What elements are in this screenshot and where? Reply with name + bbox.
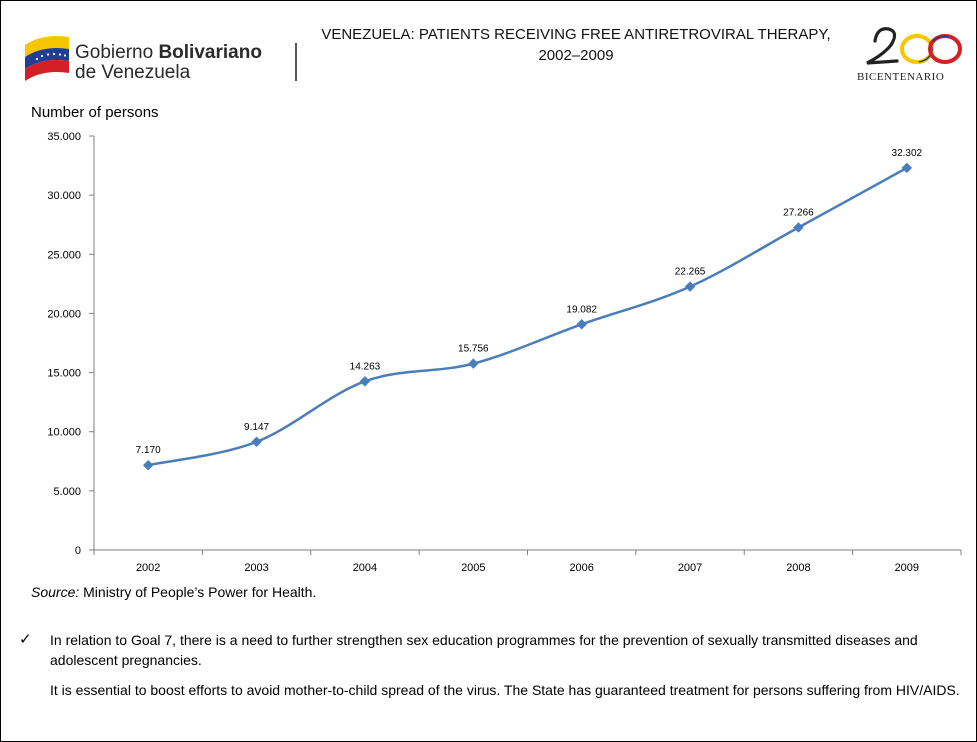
y-tick-label: 20.000 — [47, 308, 81, 320]
data-label: 9.147 — [244, 422, 269, 433]
chart-title-line1: VENEZUELA: PATIENTS RECEIVING FREE ANTIR… — [321, 26, 831, 43]
x-tick-label: 2007 — [678, 562, 702, 574]
y-tick-label: 25.000 — [47, 249, 81, 261]
source-label: Source: — [31, 584, 80, 600]
y-tick-label: 15.000 — [47, 368, 81, 380]
data-point-marker — [467, 358, 479, 369]
gov-logo-line1: Gobierno Bolivariano — [75, 42, 262, 63]
y-tick-label: 5.000 — [53, 486, 81, 498]
data-point-marker — [142, 459, 154, 471]
x-tick-label: 2008 — [786, 562, 810, 574]
logo-divider — [295, 43, 297, 81]
source-note: Source: Ministry of People’s Power for H… — [31, 584, 316, 600]
data-point-marker — [251, 436, 262, 448]
y-tick-label: 0 — [75, 545, 81, 557]
bicentenario-logo: BICENTENARIO — [853, 19, 968, 91]
x-tick-label: 2002 — [136, 562, 160, 574]
gobierno-bolivariano-logo: Gobierno Bolivariano de Venezuela — [23, 29, 313, 83]
checkmark-icon: ✓ — [19, 631, 32, 648]
x-tick-label: 2009 — [895, 562, 919, 574]
data-label: 19.082 — [566, 304, 597, 315]
chart-title: VENEZUELA: PATIENTS RECEIVING FREE ANTIR… — [311, 24, 841, 66]
data-point-marker — [576, 318, 588, 330]
data-label: 27.266 — [783, 207, 814, 218]
venezuela-flag-icon — [25, 36, 69, 81]
data-label: 32.302 — [892, 148, 923, 159]
data-point-marker — [793, 222, 804, 233]
source-text: Ministry of People’s Power for Health. — [79, 584, 317, 600]
data-label: 22.265 — [675, 267, 706, 278]
y-tick-label: 35.000 — [47, 131, 81, 143]
x-tick-label: 2004 — [353, 562, 377, 574]
data-label: 15.756 — [458, 344, 489, 355]
data-point-marker — [359, 375, 371, 387]
y-tick-label: 10.000 — [47, 427, 81, 439]
note-paragraph-2: It is essential to boost efforts to avoi… — [50, 682, 960, 698]
data-point-marker — [684, 281, 696, 292]
x-tick-label: 2005 — [461, 562, 485, 574]
data-label: 7.170 — [136, 445, 161, 456]
data-label: 14.263 — [350, 361, 381, 372]
data-point-marker — [901, 162, 913, 174]
y-axis-label: Number of persons — [31, 104, 159, 121]
note-paragraph-1: In relation to Goal 7, there is a need t… — [50, 632, 918, 668]
bicentenario-text: BICENTENARIO — [857, 71, 945, 83]
y-tick-label: 30.000 — [47, 190, 81, 202]
x-tick-label: 2003 — [244, 562, 268, 574]
series-line — [147, 166, 908, 467]
x-tick-label: 2006 — [569, 562, 593, 574]
notes: ✓ In relation to Goal 7, there is a need… — [19, 630, 964, 700]
line-chart: 0 5.000 10.000 15.000 20.000 25.000 30.000 35.0… — [47, 131, 962, 574]
gov-logo-line2: de Venezuela — [75, 62, 191, 83]
chart-title-line2: 2002–2009 — [538, 47, 614, 64]
bicentenario-200-icon — [866, 27, 962, 65]
